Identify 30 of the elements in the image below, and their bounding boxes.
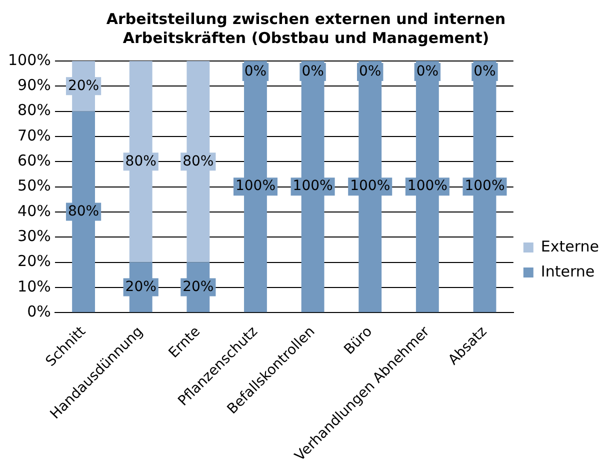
data-label: 0% — [244, 64, 267, 80]
data-label: 100% — [235, 178, 276, 194]
y-tick-label: 80% — [18, 101, 51, 120]
data-label: 0% — [474, 64, 496, 80]
data-label: 20% — [68, 78, 100, 94]
y-tick-label: 90% — [18, 76, 51, 94]
y-tick-label: 70% — [18, 126, 51, 144]
legend-label: Interne — [540, 262, 595, 280]
y-tick-label: 40% — [18, 202, 51, 220]
chart-title: Arbeitsteilung zwischen externen und internen Arbeitskräften (Obstbau und Management) — [105, 9, 507, 48]
data-label: 80% — [68, 203, 100, 220]
data-label: 100% — [464, 178, 505, 194]
data-label: 0% — [359, 64, 382, 80]
data-label: 20% — [182, 278, 214, 295]
data-label: 100% — [350, 178, 390, 194]
data-label: 20% — [125, 278, 156, 295]
data-label: 100% — [292, 178, 333, 194]
legend-label: Externe — [540, 237, 600, 256]
y-tick-label: 60% — [18, 152, 51, 170]
data-label: 80% — [125, 153, 156, 170]
y-tick-label: 10% — [18, 277, 51, 296]
data-label: 100% — [407, 178, 448, 194]
y-tick-label: 30% — [18, 227, 51, 246]
y-tick-label: 0% — [27, 302, 51, 321]
data-label: 80% — [182, 153, 214, 170]
data-label: 0% — [416, 64, 439, 80]
y-tick-label: 50% — [18, 176, 51, 195]
data-label: 0% — [302, 64, 324, 80]
y-tick-label: 20% — [18, 252, 51, 270]
y-tick-label: 100% — [8, 50, 51, 69]
